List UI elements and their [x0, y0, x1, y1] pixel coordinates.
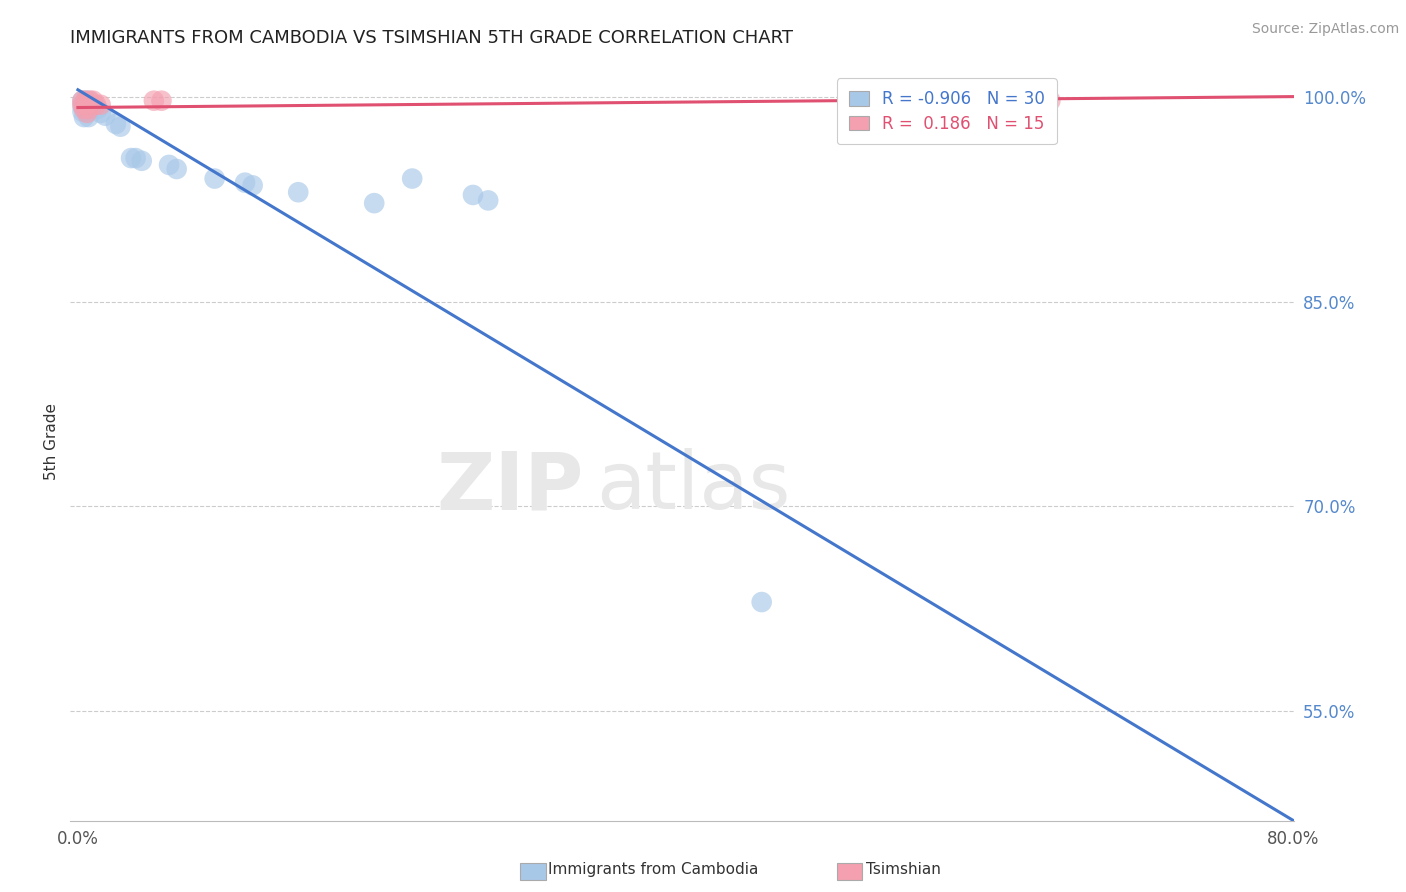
Point [287, 185, 309, 199]
Point [75, 94, 97, 108]
Point [477, 194, 499, 208]
Point [76, 97, 98, 112]
Point [73, 110, 96, 124]
Point [233, 176, 256, 190]
Point [86, 102, 108, 116]
Point [131, 153, 153, 168]
Point [77, 102, 100, 116]
Point [124, 151, 146, 165]
Point [1039, 94, 1062, 108]
Point [82, 94, 104, 108]
Legend: R = -0.906   N = 30, R =  0.186   N = 15: R = -0.906 N = 30, R = 0.186 N = 15 [837, 78, 1056, 145]
Point [461, 188, 484, 202]
Point [82, 99, 104, 113]
Point [77, 110, 100, 124]
Text: atlas: atlas [596, 448, 790, 526]
Point [76, 106, 98, 120]
Point [142, 94, 165, 108]
Point [979, 94, 1001, 108]
Point [90, 106, 112, 120]
Point [77, 94, 100, 108]
Point [94, 109, 117, 123]
Point [72, 94, 94, 108]
Point [242, 178, 264, 193]
Point [73, 102, 96, 116]
Point [751, 595, 773, 609]
Point [76, 104, 98, 119]
Point [166, 161, 188, 176]
Point [79, 99, 101, 113]
Point [75, 99, 97, 113]
Point [72, 99, 94, 113]
Text: Tsimshian: Tsimshian [866, 863, 941, 877]
Point [75, 94, 97, 108]
Point [150, 94, 173, 108]
Text: Source: ZipAtlas.com: Source: ZipAtlas.com [1251, 22, 1399, 37]
Text: Immigrants from Cambodia: Immigrants from Cambodia [548, 863, 759, 877]
Point [204, 171, 226, 186]
Text: ZIP: ZIP [437, 448, 583, 526]
Point [72, 97, 94, 112]
Point [90, 97, 112, 112]
Point [157, 158, 180, 172]
Point [120, 151, 142, 165]
Point [401, 171, 423, 186]
Point [110, 120, 132, 134]
Point [363, 196, 385, 211]
Point [104, 117, 127, 131]
Point [72, 94, 94, 108]
Point [84, 97, 107, 112]
Point [79, 94, 101, 108]
Text: IMMIGRANTS FROM CAMBODIA VS TSIMSHIAN 5TH GRADE CORRELATION CHART: IMMIGRANTS FROM CAMBODIA VS TSIMSHIAN 5T… [70, 29, 793, 47]
Point [72, 104, 94, 119]
Y-axis label: 5th Grade: 5th Grade [44, 403, 59, 480]
